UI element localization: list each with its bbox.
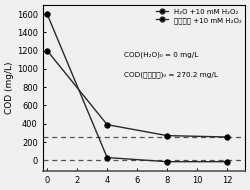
H₂O +10 mM H₂O₂ xyxy=(46,13,49,15)
H₂O +10 mM H₂O₂ xyxy=(226,161,229,163)
Y-axis label: COD (mg/L): COD (mg/L) xyxy=(5,62,14,114)
Text: COD(苯酸溶液)₀ = 270.2 mg/L: COD(苯酸溶液)₀ = 270.2 mg/L xyxy=(124,71,218,78)
苯酸溶液 +10 mM H₂O₂ xyxy=(106,124,109,126)
苯酸溶液 +10 mM H₂O₂ xyxy=(226,136,229,138)
H₂O +10 mM H₂O₂ xyxy=(166,161,169,163)
苯酸溶液 +10 mM H₂O₂ xyxy=(166,135,169,137)
H₂O +10 mM H₂O₂ xyxy=(106,156,109,159)
Line: 苯酸溶液 +10 mM H₂O₂: 苯酸溶液 +10 mM H₂O₂ xyxy=(44,48,230,140)
Legend: H₂O +10 mM H₂O₂, 苯酸溶液 +10 mM H₂O₂: H₂O +10 mM H₂O₂, 苯酸溶液 +10 mM H₂O₂ xyxy=(154,7,244,26)
苯酸溶液 +10 mM H₂O₂ xyxy=(46,49,49,52)
Text: COD(H₂O)₀ = 0 mg/L: COD(H₂O)₀ = 0 mg/L xyxy=(124,51,198,58)
Line: H₂O +10 mM H₂O₂: H₂O +10 mM H₂O₂ xyxy=(44,11,230,165)
